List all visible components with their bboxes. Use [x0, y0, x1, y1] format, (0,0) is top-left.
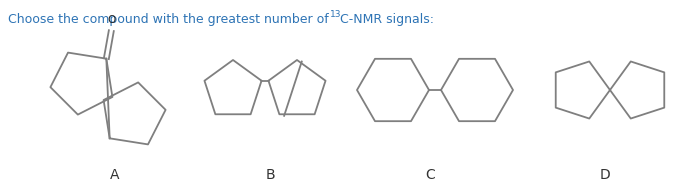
Text: B: B: [265, 168, 275, 182]
Text: A: A: [110, 168, 120, 182]
Text: C: C: [425, 168, 435, 182]
Text: O: O: [107, 15, 116, 25]
Text: 13: 13: [330, 10, 342, 19]
Text: C-NMR signals:: C-NMR signals:: [340, 13, 434, 26]
Text: D: D: [599, 168, 610, 182]
Text: Choose the compound with the greatest number of: Choose the compound with the greatest nu…: [8, 13, 333, 26]
